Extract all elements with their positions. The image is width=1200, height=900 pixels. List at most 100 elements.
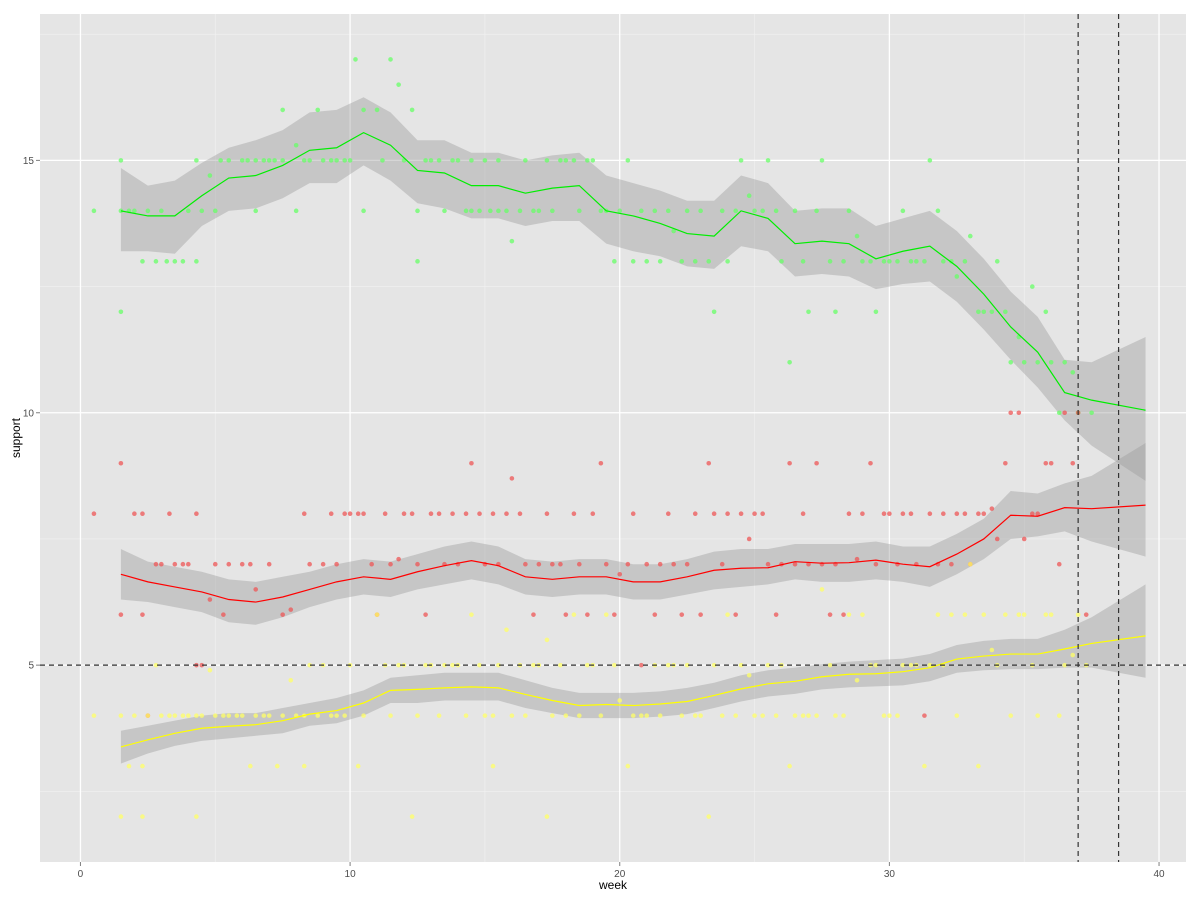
data-point bbox=[1030, 511, 1035, 517]
data-point bbox=[140, 259, 145, 264]
data-point bbox=[226, 561, 232, 567]
data-point bbox=[180, 561, 186, 567]
data-point bbox=[415, 259, 420, 264]
data-point bbox=[954, 713, 960, 718]
data-point bbox=[544, 511, 550, 517]
data-point bbox=[261, 713, 267, 718]
data-point bbox=[603, 612, 609, 617]
data-point bbox=[239, 561, 245, 567]
smooth-line-3 bbox=[120, 635, 1146, 748]
data-point bbox=[671, 561, 676, 567]
data-point bbox=[280, 158, 285, 163]
data-point bbox=[860, 259, 865, 264]
data-point bbox=[792, 713, 798, 718]
data-point bbox=[800, 511, 806, 517]
data-point bbox=[423, 612, 428, 617]
data-point bbox=[625, 561, 631, 567]
data-point bbox=[738, 662, 744, 668]
data-point bbox=[212, 561, 218, 567]
data-point bbox=[428, 158, 434, 163]
data-point bbox=[954, 274, 960, 279]
data-point bbox=[639, 713, 644, 718]
data-point bbox=[239, 158, 245, 163]
data-point bbox=[347, 158, 353, 163]
x-tick-label: 40 bbox=[1153, 869, 1165, 880]
data-point bbox=[1016, 410, 1022, 416]
data-point bbox=[679, 612, 685, 617]
data-point bbox=[733, 208, 738, 214]
data-point bbox=[1021, 612, 1027, 617]
data-point bbox=[186, 561, 191, 567]
data-point bbox=[186, 208, 191, 214]
data-point bbox=[563, 158, 569, 163]
data-point bbox=[625, 158, 631, 163]
data-point bbox=[328, 158, 334, 163]
data-point bbox=[1062, 662, 1067, 668]
data-point bbox=[598, 460, 604, 466]
data-point bbox=[194, 713, 199, 718]
data-point bbox=[307, 561, 312, 567]
data-point bbox=[563, 612, 569, 617]
data-point bbox=[1003, 309, 1008, 315]
data-point bbox=[652, 208, 658, 214]
data-point bbox=[1056, 410, 1062, 416]
data-point bbox=[1021, 359, 1027, 365]
x-tick-label: 10 bbox=[345, 869, 357, 880]
data-point bbox=[159, 561, 164, 567]
data-point bbox=[140, 511, 145, 517]
data-point bbox=[792, 208, 798, 214]
data-point bbox=[509, 238, 515, 244]
x-axis-title: week bbox=[598, 878, 628, 892]
data-point bbox=[873, 561, 879, 567]
data-point bbox=[1043, 612, 1049, 617]
data-point bbox=[719, 208, 725, 214]
data-point bbox=[806, 309, 811, 315]
data-point bbox=[536, 208, 542, 214]
data-point bbox=[415, 713, 420, 718]
smooth-lines bbox=[120, 131, 1146, 748]
data-point bbox=[118, 460, 124, 466]
data-point bbox=[698, 713, 703, 718]
data-point bbox=[482, 158, 488, 163]
data-point bbox=[1021, 536, 1027, 542]
data-point bbox=[868, 259, 873, 264]
data-point bbox=[692, 511, 698, 517]
reference-lines bbox=[40, 14, 1186, 862]
data-point bbox=[752, 713, 757, 718]
data-point bbox=[199, 713, 205, 718]
data-point bbox=[612, 259, 617, 264]
data-point bbox=[612, 612, 617, 617]
data-point bbox=[194, 814, 199, 819]
data-point bbox=[1016, 612, 1022, 617]
data-point bbox=[415, 561, 420, 567]
data-point bbox=[860, 612, 865, 617]
data-point bbox=[288, 607, 294, 612]
data-point bbox=[981, 612, 987, 617]
data-point bbox=[504, 627, 509, 633]
data-point bbox=[261, 158, 267, 163]
data-point bbox=[469, 612, 474, 617]
data-point bbox=[118, 814, 124, 819]
data-point bbox=[301, 511, 307, 517]
data-point bbox=[194, 158, 199, 163]
data-point bbox=[752, 511, 757, 517]
data-point bbox=[665, 511, 671, 517]
data-point bbox=[719, 561, 725, 567]
data-point bbox=[585, 662, 590, 668]
data-point bbox=[773, 612, 779, 617]
data-point bbox=[221, 612, 226, 617]
data-point bbox=[186, 713, 191, 718]
data-point bbox=[967, 233, 973, 239]
data-point bbox=[846, 208, 852, 214]
data-point bbox=[1008, 359, 1014, 365]
data-point bbox=[665, 208, 671, 214]
smooth-line-1 bbox=[120, 131, 1146, 411]
data-point bbox=[585, 612, 590, 617]
data-point bbox=[272, 158, 277, 163]
data-point bbox=[199, 208, 205, 214]
data-point bbox=[477, 511, 482, 517]
data-point bbox=[509, 713, 515, 718]
confidence-bands bbox=[120, 97, 1146, 764]
data-point bbox=[665, 662, 671, 668]
data-point bbox=[1062, 410, 1067, 416]
